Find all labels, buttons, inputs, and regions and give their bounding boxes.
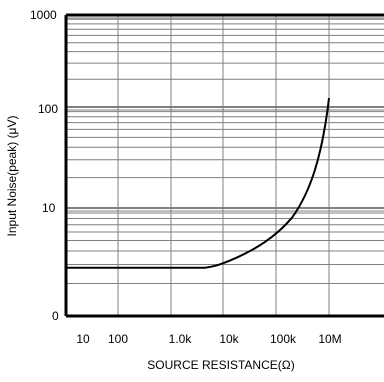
y-tick-label: 1000	[30, 8, 57, 22]
line-layer	[66, 97, 330, 269]
y-tick-label: 0	[52, 309, 59, 323]
grid-layer	[66, 14, 384, 316]
y-tick-label: 100	[38, 102, 58, 116]
y-axis-label: Input Noise(peak) (μV)	[5, 116, 19, 237]
tick-layer: 0 10 100 1000 10 100 1.0k 10k 100k 10M	[30, 8, 342, 346]
x-tick-label: 10M	[318, 332, 341, 346]
x-tick-label: 100k	[270, 332, 297, 346]
y-tick-label: 10	[42, 201, 56, 215]
x-tick-label: 10k	[219, 332, 239, 346]
axis-layer	[64, 13, 384, 318]
x-tick-label: 100	[108, 332, 128, 346]
x-tick-label: 10	[76, 332, 90, 346]
x-tick-label: 1.0k	[169, 332, 193, 346]
x-axis-label: SOURCE RESISTANCE(Ω)	[147, 358, 294, 372]
series-line	[66, 97, 330, 269]
